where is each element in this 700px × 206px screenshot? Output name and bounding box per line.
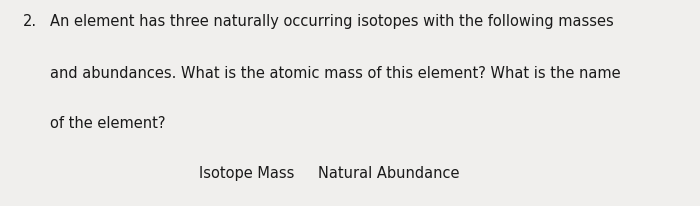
Text: Isotope Mass: Isotope Mass — [199, 165, 295, 180]
Text: of the element?: of the element? — [50, 115, 166, 130]
Text: and abundances. What is the atomic mass of this element? What is the name: and abundances. What is the atomic mass … — [50, 66, 621, 81]
Text: Natural Abundance: Natural Abundance — [318, 165, 460, 180]
Text: An element has three naturally occurring isotopes with the following masses: An element has three naturally occurring… — [50, 14, 614, 29]
Text: 2.: 2. — [22, 14, 36, 29]
